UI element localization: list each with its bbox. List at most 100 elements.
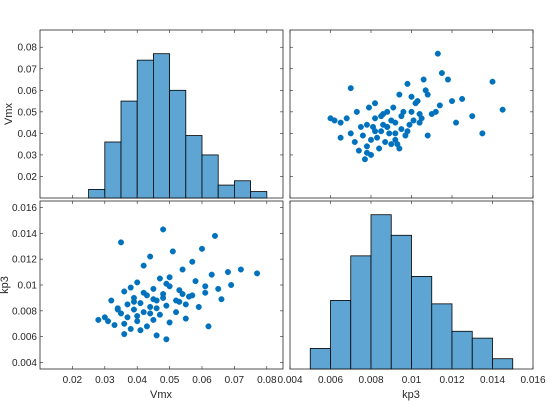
scatter-point [121,288,128,295]
scatter-point [176,298,183,305]
histogram-bar [217,184,235,199]
scatter-point [121,331,128,338]
scatter-point [424,132,431,139]
scatter-point [198,245,205,252]
scatter-point [147,310,154,317]
scatter-point [384,123,391,130]
y-tick-label: 0.008 [12,306,37,317]
scatter-point [416,119,423,126]
scatter-point [376,145,383,152]
histogram-bar [451,330,473,370]
scatter-point [202,283,209,290]
scatter-point [372,128,379,135]
y-axis-label: kp3 [0,276,11,294]
scatter-point [355,147,362,154]
scatter-point [343,115,350,122]
histogram-bar [136,59,154,199]
scatter-point [130,298,137,305]
scatter-point [337,119,344,126]
plot-layer: 0.02 0.03 0.04 0.05 0.06 0.07 0.08 [18,30,283,199]
histogram-bar [390,234,412,370]
scatter-point [114,306,121,313]
scatter-point [489,78,496,85]
scatter-point [150,316,157,323]
scatter-point [195,303,202,310]
x-tick-label: 0.07 [225,375,245,386]
scatter-point [372,100,379,107]
histogram-bar [370,214,392,370]
scatter-point [363,121,370,128]
scatter-point [406,121,413,128]
scatter-point [361,156,368,163]
scatter-point [160,226,167,233]
scatter-point [150,285,157,292]
scatter-point [169,248,176,255]
x-axis-label: Vmx [150,389,173,401]
scatter-point [404,128,411,135]
scatter-point [347,130,354,137]
scatter-point [147,253,154,260]
scatter-point [160,294,167,301]
scatter-point [121,320,128,327]
y-tick-label: 0.08 [18,43,38,54]
scatter-point [111,322,118,329]
scatter-point [386,130,393,137]
scatter-point [166,319,173,326]
histogram-bar [120,100,138,199]
histogram-bar [185,135,203,199]
panel-kp3-histogram: 0.004 0.006 0.008 0.01 0.012 0.014 0.016 kp3 [277,200,546,401]
scatter-point [134,318,141,325]
scatter-point [392,119,399,126]
scatter-point [400,108,407,115]
scatter-point [127,284,134,291]
scatter-point [408,108,415,115]
y-tick-label: 0.02 [18,172,38,183]
scatter-point [179,266,186,273]
scatter-point [237,266,244,273]
scatter-point [388,141,395,148]
scatter-point [192,278,199,285]
scatter-point [143,323,150,330]
x-tick-label: 0.006 [318,375,343,386]
scatter-point [189,292,196,299]
scatter-point [378,128,385,135]
scatter-point [208,271,215,278]
y-tick-label: 0.016 [12,203,37,214]
histogram-bar [201,154,219,199]
scatter-point [374,134,381,141]
x-tick-label: 0.04 [127,375,147,386]
y-axis-label: Vmx [3,103,15,126]
scatter-point [438,70,445,77]
scatter-point [163,302,170,309]
scatter-point [117,239,124,246]
x-tick-label: 0.05 [160,375,180,386]
panel-scatter-vmx-kp3: 0.02 0.03 0.04 0.05 0.06 0.07 0.08 0.004 0.006 0.… [0,200,284,401]
x-tick-label: 0.008 [358,375,383,386]
y-tick-label: 0.07 [18,64,38,75]
scatter-point [130,306,137,313]
scatter-point [390,104,397,111]
scatter-point [205,323,212,330]
scatter-point [166,274,173,281]
histogram-bar [169,89,187,199]
scatter-point [392,136,399,143]
scatter-point [182,301,189,308]
scatter-point [140,262,147,269]
histogram-bar [411,276,433,370]
scatter-point [398,126,405,133]
scatter-point [351,138,358,145]
scatter-point [108,297,115,304]
scatter-point [218,296,225,303]
histogram-bar [152,53,170,199]
scatter-point [382,138,389,145]
scatter-point [396,145,403,152]
scatter-point [127,325,134,332]
scatter-point [396,91,403,98]
y-tick-label: 0.01 [18,281,38,292]
scatter-point [156,311,163,318]
panel-scatter-kp3-vmx [289,29,534,199]
histogram-bar [431,303,453,370]
y-tick-label: 0.012 [12,255,37,266]
scatter-point [353,108,360,115]
histogram-bar [350,255,372,370]
